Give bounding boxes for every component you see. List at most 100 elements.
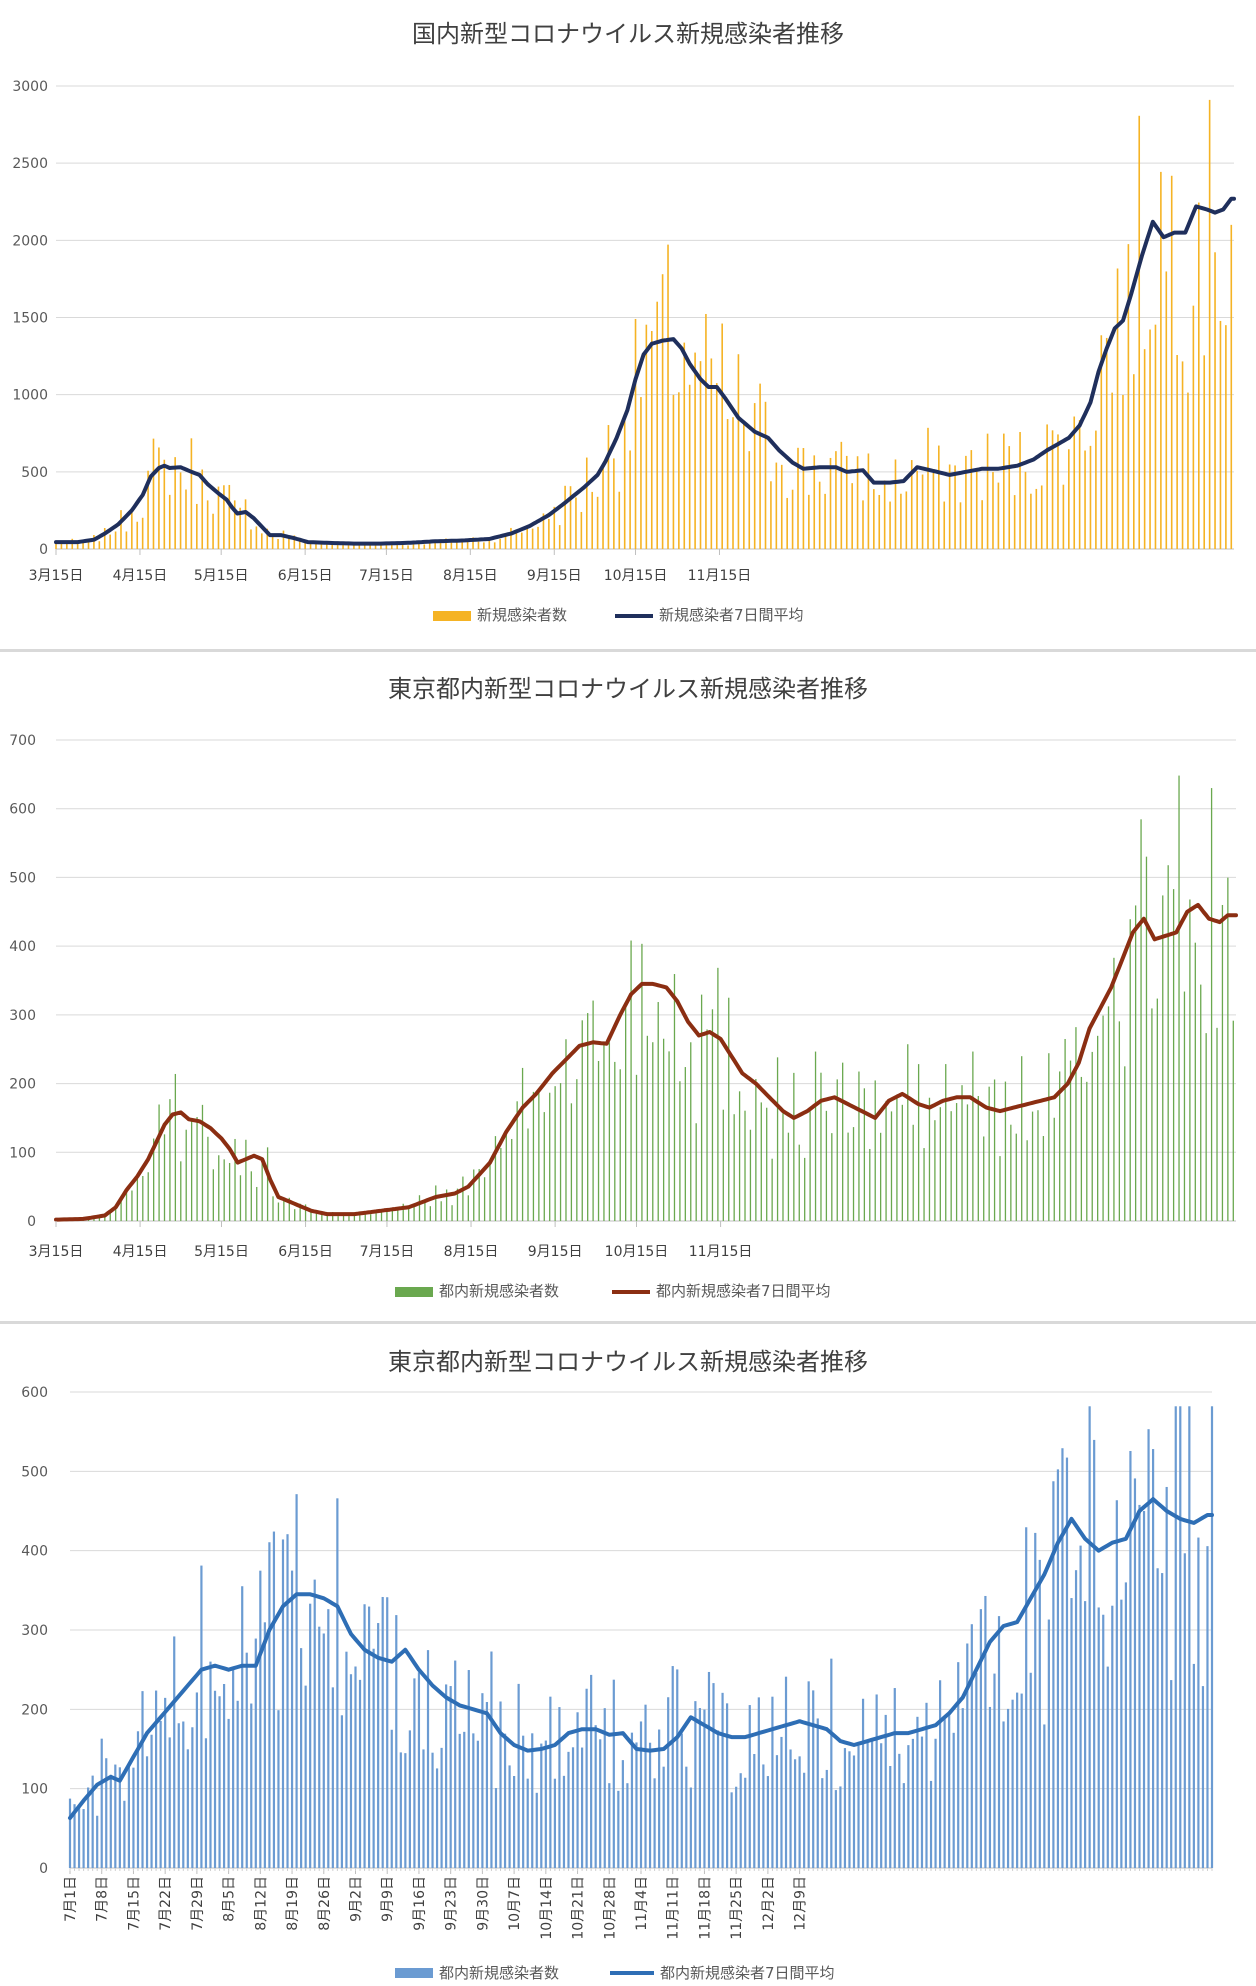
daily-bar [538, 1090, 540, 1221]
daily-bar [123, 1800, 126, 1868]
daily-bar [132, 1767, 135, 1868]
y-tick-label: 300 [9, 1008, 36, 1024]
daily-bar [825, 1769, 828, 1868]
daily-bar [423, 544, 426, 549]
daily-bar [1084, 450, 1086, 549]
daily-bar [540, 1743, 543, 1868]
daily-bar [857, 1745, 860, 1868]
daily-bar [1183, 1553, 1186, 1868]
y-tick-label: 500 [21, 1464, 48, 1480]
y-tick-label: 600 [9, 802, 36, 818]
daily-bar [1192, 305, 1195, 549]
daily-bar [970, 450, 973, 549]
x-tick-label: 7月8日 [95, 1876, 111, 1922]
daily-bar [813, 455, 816, 549]
daily-bar [456, 1188, 459, 1221]
daily-bar [1106, 1666, 1109, 1868]
daily-bar [603, 1708, 606, 1868]
daily-bar [952, 1732, 955, 1868]
daily-bar [770, 481, 772, 549]
daily-bar [798, 1144, 800, 1221]
daily-bar [263, 1622, 266, 1868]
daily-bar [553, 506, 556, 549]
daily-bar [185, 489, 187, 549]
daily-bar [997, 1616, 1001, 1868]
daily-bar [923, 1148, 925, 1221]
daily-bar [1026, 1140, 1028, 1221]
daily-bar [662, 1766, 665, 1868]
x-tick-label: 9月2日 [349, 1876, 365, 1922]
daily-bar [916, 1716, 919, 1868]
daily-bar [880, 1743, 883, 1868]
daily-bar [391, 544, 393, 549]
daily-bar [1029, 1672, 1032, 1868]
daily-bar [744, 1110, 746, 1221]
daily-bar [467, 1195, 469, 1221]
daily-bar [326, 1212, 328, 1221]
legend-bar-swatch [395, 1968, 433, 1978]
daily-bar [120, 1196, 122, 1221]
daily-bar [1107, 1006, 1110, 1221]
daily-bar [1120, 1599, 1123, 1868]
daily-bar [710, 358, 713, 549]
daily-bar [93, 535, 95, 549]
x-tick-label: 7月15日 [126, 1876, 142, 1931]
daily-bar [505, 1134, 507, 1221]
daily-bar [204, 1738, 208, 1868]
daily-bar [241, 1586, 244, 1868]
daily-bar [145, 1756, 149, 1868]
daily-bar [207, 1136, 209, 1221]
daily-bar [277, 1202, 280, 1221]
y-tick-label: 500 [9, 870, 36, 886]
daily-bar [141, 1691, 144, 1868]
daily-bar [641, 943, 643, 1221]
daily-bar [1203, 355, 1206, 549]
daily-bar [635, 1074, 638, 1221]
daily-bar [164, 1697, 167, 1868]
daily-bar [1053, 1117, 1055, 1221]
x-tick-label: 9月9日 [380, 1876, 396, 1922]
daily-bar [369, 545, 371, 549]
daily-bar [1176, 355, 1178, 549]
daily-bar [481, 1693, 484, 1868]
daily-bar [735, 1786, 738, 1868]
daily-bar [1170, 175, 1173, 549]
daily-bar [925, 1702, 928, 1868]
daily-bar [158, 1104, 160, 1221]
daily-bar [266, 1147, 269, 1221]
daily-bar [845, 455, 848, 549]
daily-bar [807, 1681, 810, 1868]
x-tick-label: 9月16日 [412, 1876, 428, 1931]
daily-bar [901, 1104, 903, 1221]
daily-bar [671, 1666, 674, 1868]
daily-bar [435, 1185, 437, 1221]
daily-bar [476, 1740, 479, 1868]
daily-bar [1064, 1038, 1066, 1221]
daily-bar [635, 1742, 638, 1868]
daily-bar [587, 1013, 589, 1221]
daily-bar [840, 441, 843, 549]
daily-bar [816, 1718, 819, 1868]
daily-bar [68, 1798, 72, 1868]
daily-bar [825, 1110, 828, 1221]
daily-bar [1078, 420, 1081, 549]
daily-bar [105, 1758, 108, 1868]
x-tick-label: 7月15日 [359, 568, 414, 584]
daily-bar [397, 1207, 399, 1221]
daily-bar [673, 974, 676, 1221]
daily-bar [564, 485, 566, 549]
daily-bar [885, 1100, 887, 1221]
daily-bar [239, 507, 241, 549]
daily-bar [513, 1776, 516, 1868]
daily-bar [730, 1792, 733, 1868]
daily-bar [912, 1124, 914, 1221]
daily-bar [1124, 1066, 1126, 1221]
daily-bar [381, 1596, 384, 1868]
daily-bar [715, 383, 718, 549]
daily-bar [472, 537, 474, 549]
daily-bar [77, 1804, 81, 1868]
daily-bar [762, 1764, 765, 1868]
y-tick-label: 0 [39, 542, 48, 558]
daily-bar [554, 1086, 556, 1221]
daily-bar [250, 529, 252, 549]
